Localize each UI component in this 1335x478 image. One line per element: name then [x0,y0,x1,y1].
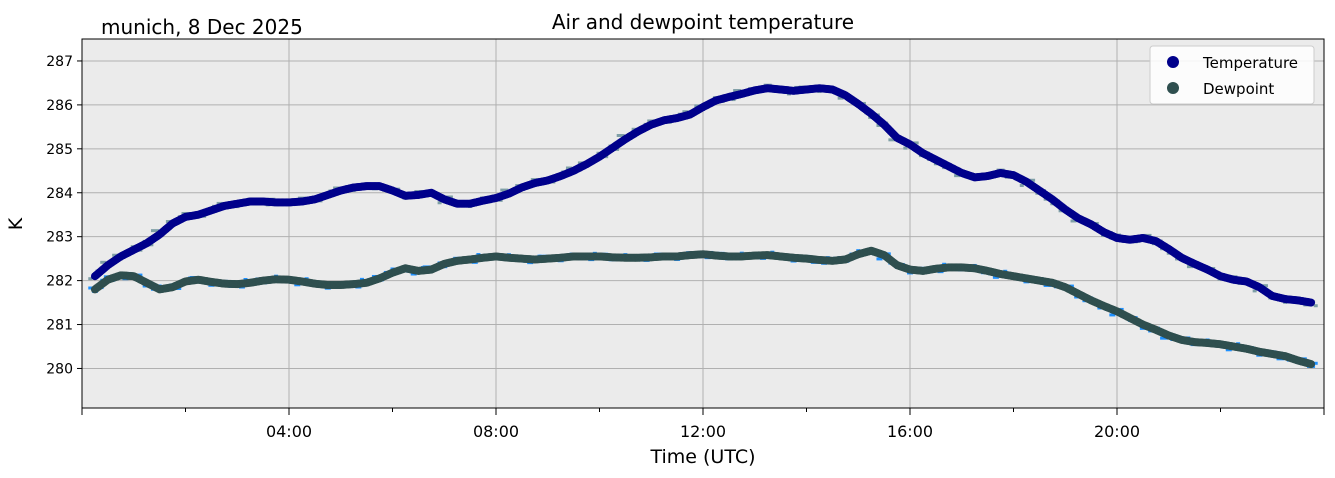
raw-mark [733,89,742,93]
raw-mark [1252,289,1257,293]
raw-mark [1313,304,1318,308]
raw-mark [876,257,883,261]
y-tick-label: 285 [46,142,73,158]
raw-mark [888,138,897,142]
raw-mark [1160,336,1169,340]
raw-mark [837,96,844,100]
series-temperature [90,84,1316,307]
raw-mark [1225,348,1232,352]
raw-mark [616,134,625,138]
x-axis-label: Time (UTC) [649,446,755,468]
raw-mark [500,188,509,192]
x-tick-label: 08:00 [473,422,519,441]
raw-mark [954,174,961,178]
series-lines [90,84,1316,369]
raw-mark [88,286,93,290]
y-axis-label: K [5,217,27,230]
chart-subtitle: munich, 8 Dec 2025 [101,15,303,39]
legend-box [1149,45,1315,105]
y-tick-label: 283 [46,230,73,246]
y-tick-label: 282 [46,274,73,290]
raw-mark [903,146,908,150]
raw-mark [1019,183,1024,187]
y-tick-label: 286 [46,98,73,114]
legend-label-temperature: Temperature [1202,54,1298,72]
legend: Temperature Dewpoint [1149,45,1315,105]
x-tick-label: 12:00 [680,422,726,441]
chart-title: Air and dewpoint temperature [552,10,854,34]
y-tick-label: 280 [46,361,73,377]
x-tick-label: 20:00 [1094,422,1140,441]
legend-marker-dewpoint [1167,82,1179,94]
legend-label-dewpoint: Dewpoint [1203,80,1274,98]
raw-mark [1109,313,1116,317]
y-tick-label: 287 [46,54,73,70]
raw-mark [150,229,159,233]
raw-mark [1186,265,1193,269]
raw-mark [565,166,572,170]
raw-mark [437,201,442,205]
raw-mark [88,277,93,281]
series-dewpoint [90,246,1316,369]
raw-mark [165,220,170,224]
data-point [1307,298,1316,307]
raw-mark [631,127,636,131]
legend-marker-temperature [1167,56,1179,68]
x-axis: 04:00 08:00 12:00 16:00 20:00 [81,408,1325,441]
raw-mark [992,275,999,279]
data-point [1307,360,1316,369]
y-axis: 280 281 282 283 284 285 286 287 [46,54,82,377]
raw-mark [1070,219,1077,223]
x-tick-label: 04:00 [266,422,312,441]
y-tick-label: 281 [46,318,73,334]
x-tick-label: 16:00 [887,422,933,441]
raw-mark [100,260,107,264]
raw-mark [1313,361,1318,365]
y-tick-label: 284 [46,186,73,202]
